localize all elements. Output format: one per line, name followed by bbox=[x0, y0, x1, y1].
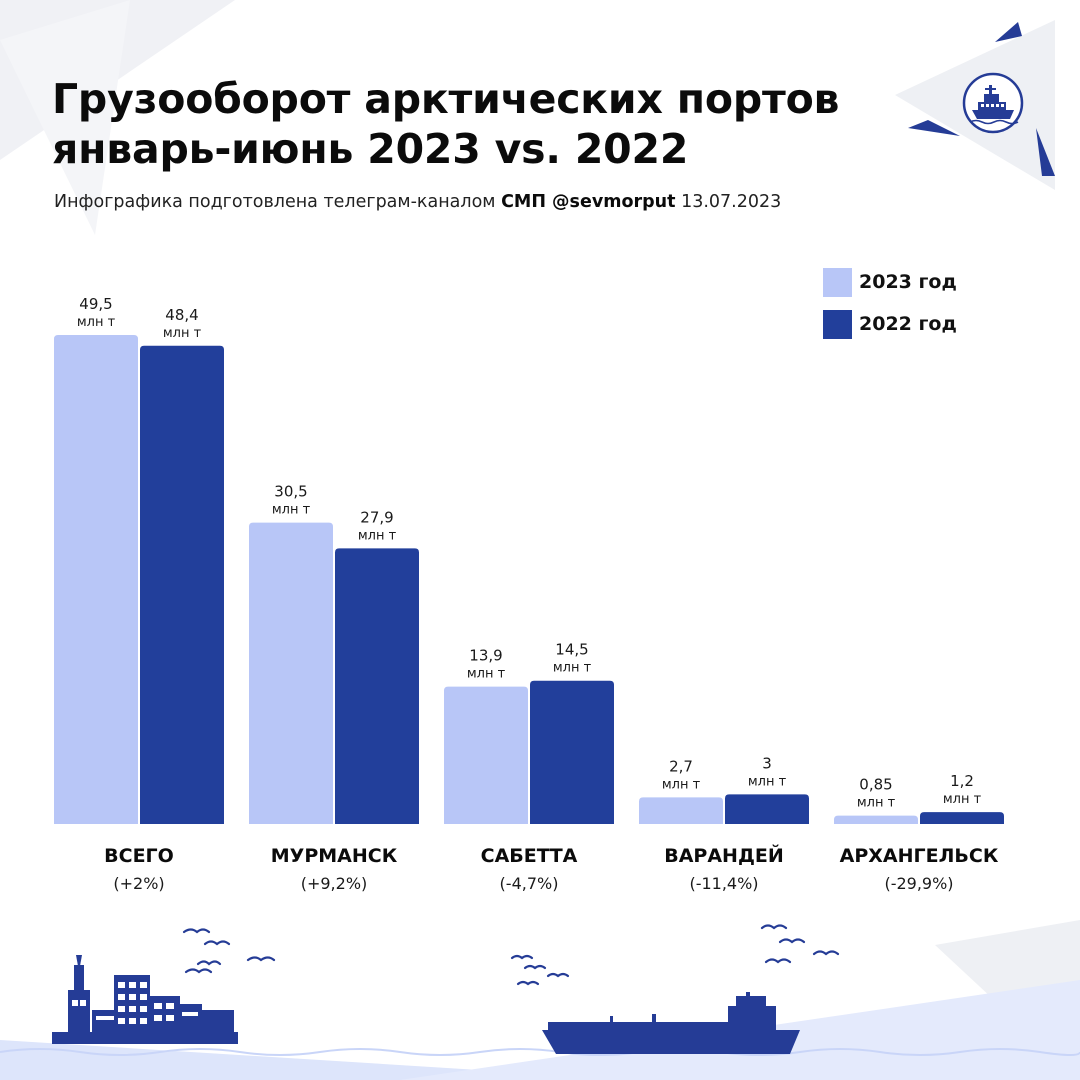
bar-2023-4 bbox=[834, 815, 918, 824]
bar-unit-label-2023-4: млн т bbox=[857, 796, 896, 811]
legend-label-2022: 2022 год bbox=[859, 313, 957, 335]
category-change-2: (-4,7%) bbox=[500, 874, 559, 893]
bar-2022-2 bbox=[530, 680, 614, 824]
category-label-2: САБЕТТА bbox=[481, 845, 578, 867]
bar-value-label-2022-1: 27,9 bbox=[360, 508, 393, 526]
bg-triangle-left bbox=[0, 0, 130, 235]
bar-unit-label-2022-1: млн т bbox=[358, 528, 397, 543]
bar-value-label-2022-2: 14,5 bbox=[555, 641, 588, 659]
category-label-0: ВСЕГО bbox=[104, 845, 174, 867]
bg-accent-triangle-2 bbox=[908, 120, 960, 136]
bar-unit-label-2023-2: млн т bbox=[467, 667, 506, 682]
tanker-ship-icon bbox=[542, 992, 800, 1054]
bg-accent-triangle-3 bbox=[1036, 128, 1055, 176]
bar-value-label-2023-0: 49,5 bbox=[79, 295, 112, 313]
legend-swatch-2023 bbox=[823, 267, 852, 297]
subtitle: Инфографика подготовлена телеграм-канало… bbox=[54, 190, 781, 214]
bar-unit-label-2023-3: млн т bbox=[662, 777, 701, 792]
bar-value-label-2022-3: 3 bbox=[762, 754, 772, 772]
chart-legend: 2023 год 2022 год bbox=[823, 266, 957, 350]
category-label-1: МУРМАНСК bbox=[271, 845, 398, 867]
subtitle-prefix: Инфографика подготовлена телеграм-канало… bbox=[54, 192, 496, 212]
bar-unit-label-2022-3: млн т bbox=[748, 774, 787, 789]
bar-2022-3 bbox=[725, 794, 809, 824]
bg-accent-triangle-1 bbox=[995, 22, 1022, 42]
bar-unit-label-2022-0: млн т bbox=[163, 326, 202, 341]
bar-2022-1 bbox=[335, 548, 419, 824]
bar-value-label-2023-4: 0,85 bbox=[859, 776, 892, 794]
bar-2023-0 bbox=[54, 334, 138, 824]
category-change-1: (+9,2%) bbox=[301, 874, 368, 893]
category-label-3: ВАРАНДЕЙ bbox=[664, 844, 784, 867]
bar-value-label-2023-2: 13,9 bbox=[469, 647, 502, 665]
port-skyline-icon bbox=[52, 955, 238, 1044]
title-line-1: Грузооборот арктических портов bbox=[52, 75, 840, 123]
icebreaker-logo-icon bbox=[962, 72, 1024, 134]
page-title: Грузооборот арктических портов январь-ию… bbox=[52, 74, 839, 174]
title-line-2: январь-июнь 2023 vs. 2022 bbox=[52, 125, 689, 173]
seagull-icon bbox=[182, 924, 840, 986]
bar-2023-1 bbox=[249, 522, 333, 824]
legend-item-2023: 2023 год bbox=[823, 266, 957, 298]
bar-unit-label-2023-0: млн т bbox=[77, 315, 116, 330]
bar-unit-label-2022-4: млн т bbox=[943, 792, 982, 807]
bar-value-label-2023-3: 2,7 bbox=[669, 757, 693, 775]
category-change-0: (+2%) bbox=[113, 874, 164, 893]
category-change-3: (-11,4%) bbox=[689, 874, 758, 893]
category-change-4: (-29,9%) bbox=[884, 874, 953, 893]
bar-2023-2 bbox=[444, 686, 528, 824]
legend-item-2022: 2022 год bbox=[823, 308, 957, 340]
legend-swatch-2022 bbox=[823, 309, 852, 339]
bar-2023-3 bbox=[639, 797, 723, 824]
bar-value-label-2022-0: 48,4 bbox=[165, 306, 198, 324]
bar-2022-0 bbox=[140, 345, 224, 824]
category-label-4: АРХАНГЕЛЬСК bbox=[840, 845, 999, 867]
bar-unit-label-2023-1: млн т bbox=[272, 503, 311, 518]
subtitle-date: 13.07.2023 bbox=[681, 192, 782, 212]
bar-value-label-2022-4: 1,2 bbox=[950, 772, 974, 790]
legend-label-2023: 2023 год bbox=[859, 271, 957, 293]
bar-unit-label-2022-2: млн т bbox=[553, 661, 592, 676]
subtitle-channel: СМП @sevmorput bbox=[501, 192, 676, 212]
bar-value-label-2023-1: 30,5 bbox=[274, 483, 307, 501]
bar-2022-4 bbox=[920, 812, 1004, 824]
